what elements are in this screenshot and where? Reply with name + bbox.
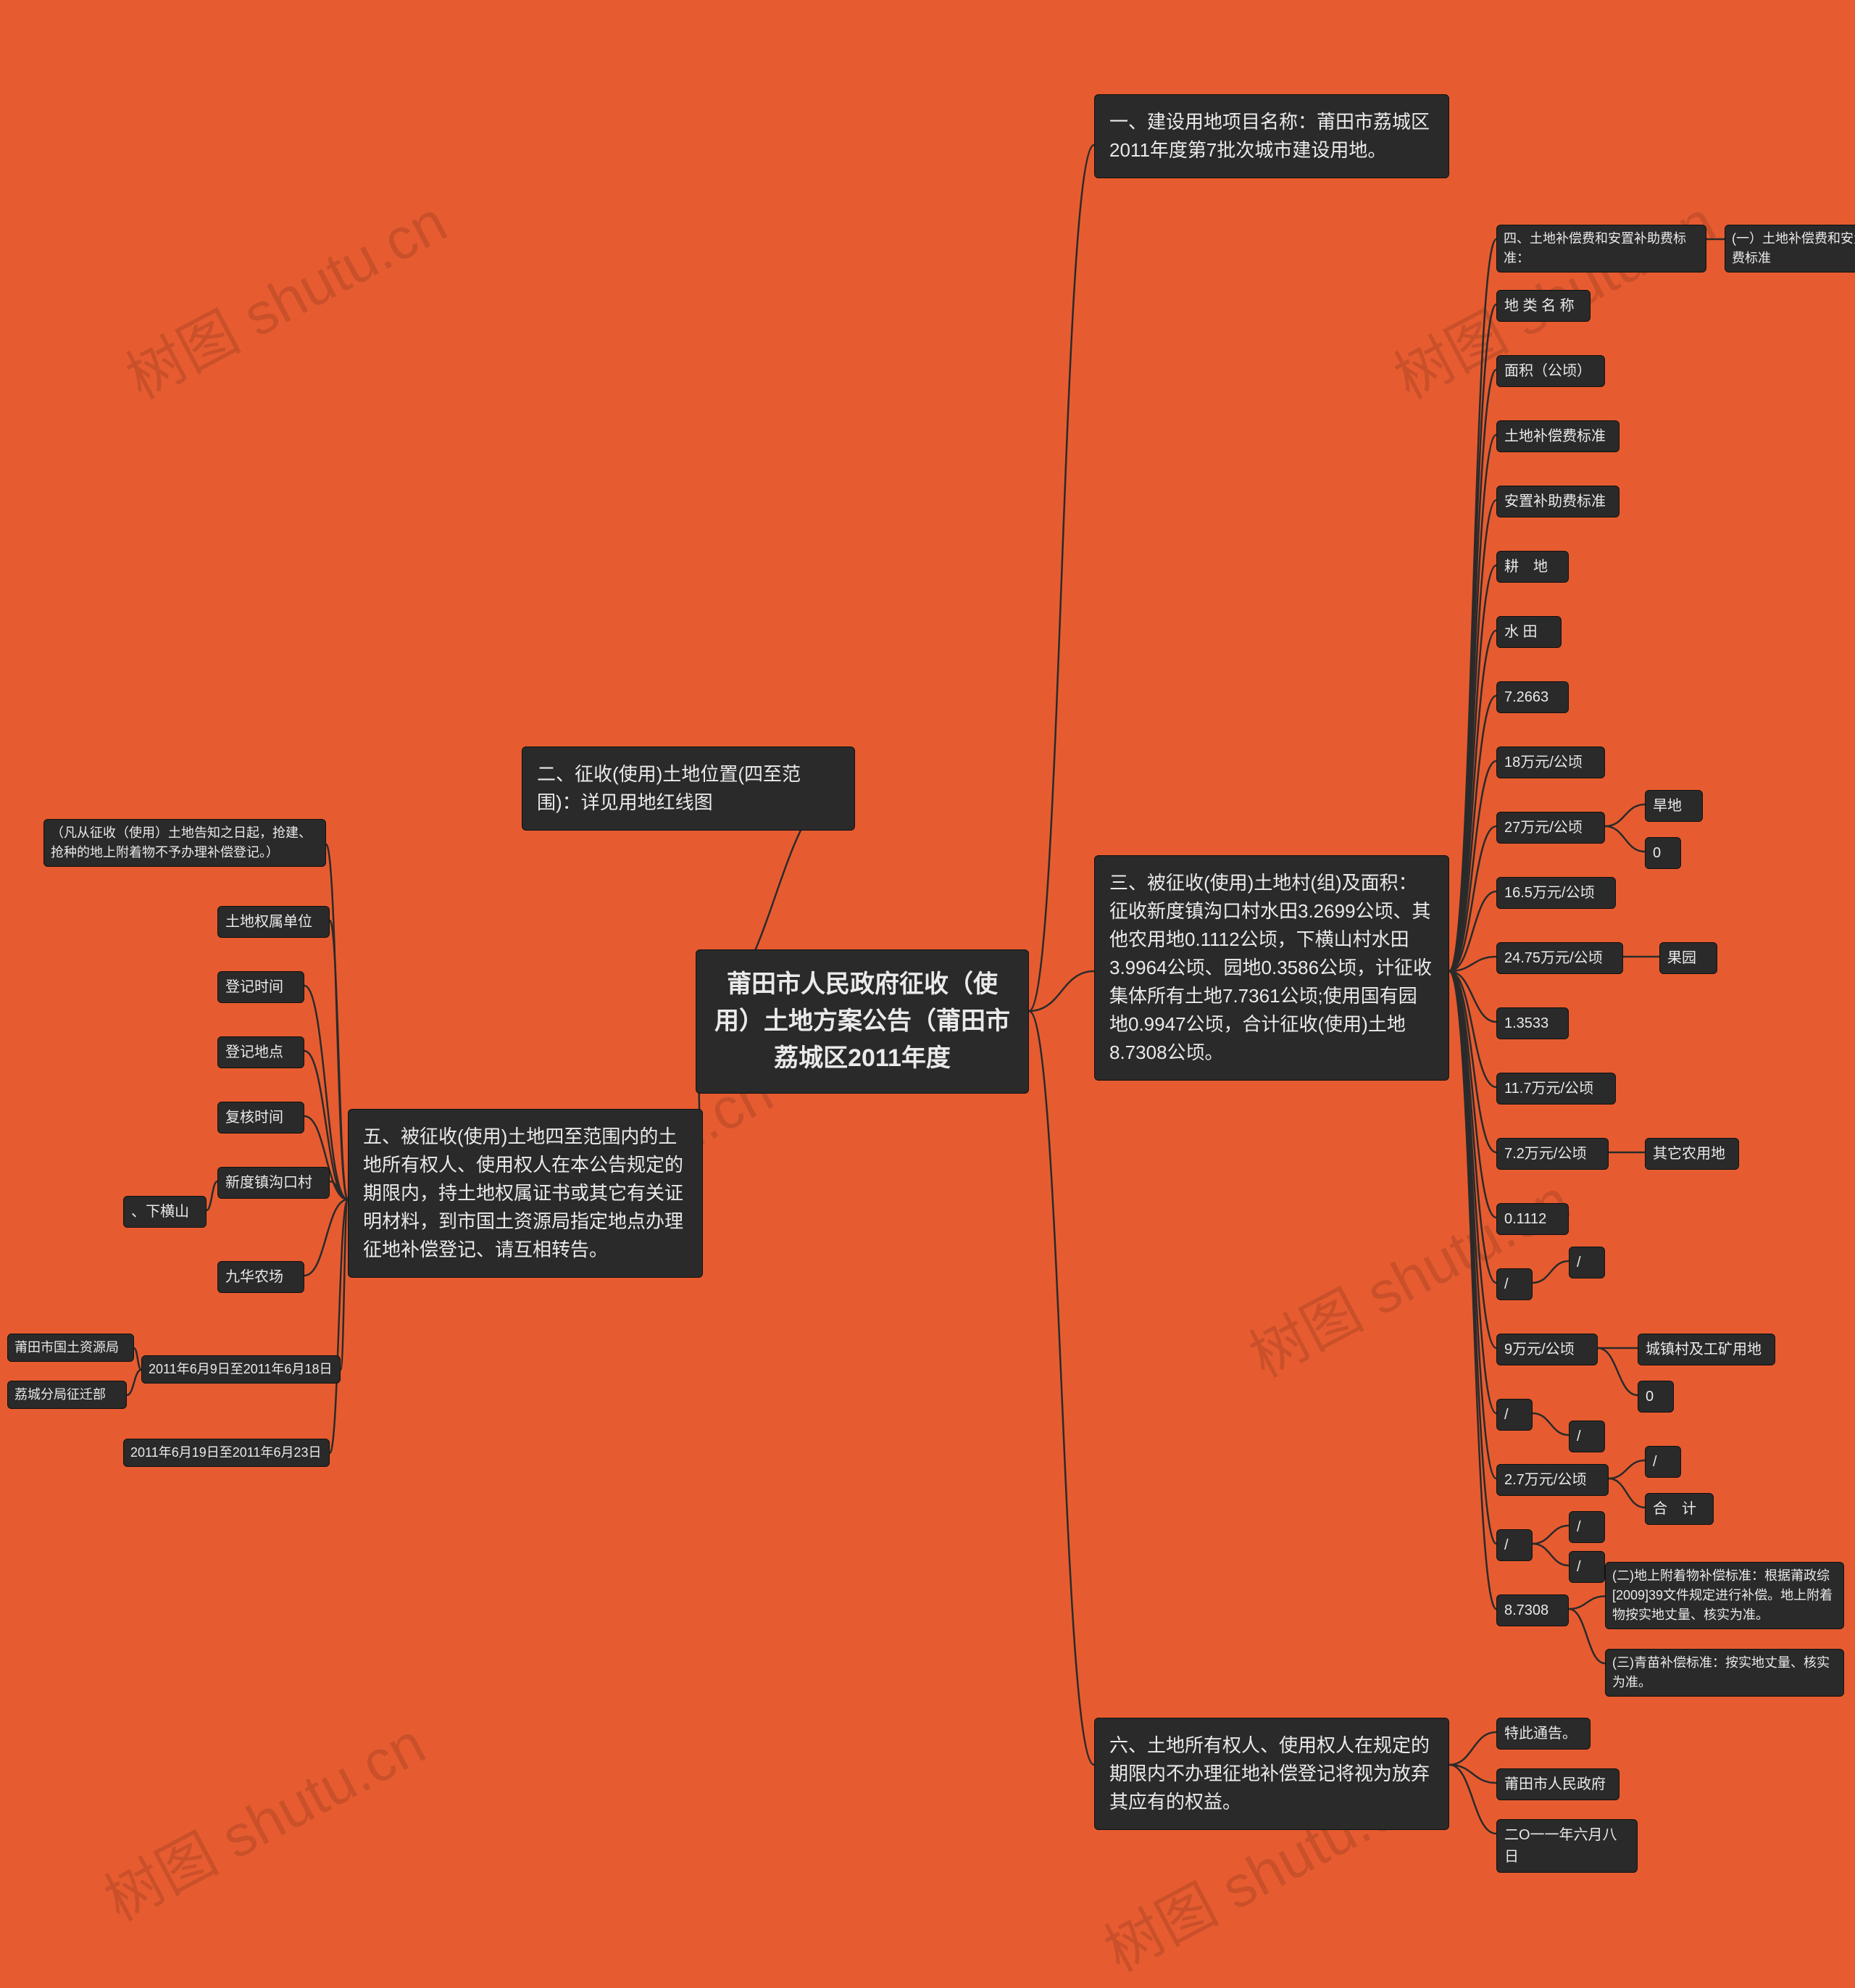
leaf-node[interactable]: 16.5万元/公顷 (1496, 877, 1616, 909)
section-2[interactable]: 二、征收(使用)土地位置(四至范围)：详见用地红线图 (522, 746, 855, 831)
leaf-node[interactable]: 安置补助费标准 (1496, 486, 1620, 517)
watermark: 树图 shutu.cn (109, 176, 459, 415)
leaf-node[interactable]: 土地补偿费标准 (1496, 420, 1620, 452)
watermark: 树图 shutu.cn (88, 1698, 437, 1937)
leaf-node[interactable]: 合 计 (1645, 1493, 1714, 1525)
leaf-node[interactable]: 城镇村及工矿用地 (1638, 1334, 1775, 1365)
leaf-node[interactable]: / (1645, 1446, 1681, 1478)
leaf-node[interactable]: / (1496, 1399, 1533, 1431)
leaf-node[interactable]: 其它农用地 (1645, 1138, 1739, 1170)
section-5[interactable]: 五、被征收(使用)土地四至范围内的土地所有权人、使用权人在本公告规定的期限内，持… (348, 1109, 703, 1278)
leaf-node[interactable]: (二)地上附着物补偿标准：根据莆政综[2009]39文件规定进行补偿。地上附着物… (1605, 1562, 1844, 1629)
leaf-node[interactable]: 7.2663 (1496, 681, 1569, 713)
leaf-node[interactable]: 、下横山 (123, 1196, 207, 1228)
section-3[interactable]: 三、被征收(使用)土地村(组)及面积： 征收新度镇沟口村水田3.2699公顷、其… (1094, 855, 1449, 1081)
leaf-node[interactable]: 登记地点 (217, 1036, 304, 1068)
leaf-node[interactable]: 2.7万元/公顷 (1496, 1464, 1609, 1496)
leaf-node[interactable]: 9万元/公顷 (1496, 1334, 1598, 1365)
leaf-node[interactable]: 登记时间 (217, 971, 304, 1003)
leaf-node[interactable]: 2011年6月9日至2011年6月18日 (141, 1355, 341, 1384)
leaf-node[interactable]: 特此通告。 (1496, 1718, 1591, 1750)
leaf-node[interactable]: / (1569, 1551, 1605, 1583)
section-6[interactable]: 六、土地所有权人、使用权人在规定的期限内不办理征地补偿登记将视为放弃其应有的权益… (1094, 1718, 1449, 1830)
leaf-node[interactable]: 7.2万元/公顷 (1496, 1138, 1609, 1170)
leaf-node[interactable]: （凡从征收（使用）土地告知之日起，抢建、抢种的地上附着物不予办理补偿登记。） (43, 819, 326, 867)
leaf-node[interactable]: 0 (1645, 837, 1681, 869)
section-1[interactable]: 一、建设用地项目名称：莆田市荔城区2011年度第7批次城市建设用地。 (1094, 94, 1449, 178)
leaf-node[interactable]: 四、土地补偿费和安置补助费标准： (1496, 225, 1706, 273)
leaf-node[interactable]: 果园 (1659, 942, 1717, 974)
leaf-node[interactable]: 27万元/公顷 (1496, 812, 1605, 844)
leaf-node[interactable]: (三)青苗补偿标准：按实地丈量、核实为准。 (1605, 1649, 1844, 1697)
leaf-node[interactable]: 二O一一年六月八日 (1496, 1819, 1638, 1873)
leaf-node[interactable]: 地 类 名 称 (1496, 290, 1591, 322)
leaf-node[interactable]: 莆田市人民政府 (1496, 1768, 1620, 1800)
leaf-node[interactable]: 土地权属单位 (217, 906, 330, 938)
leaf-node[interactable]: 旱地 (1645, 790, 1703, 822)
leaf-node[interactable]: / (1569, 1421, 1605, 1452)
leaf-node[interactable]: 1.3533 (1496, 1007, 1569, 1039)
leaf-node[interactable]: 11.7万元/公顷 (1496, 1073, 1616, 1105)
leaf-node[interactable]: 新度镇沟口村 (217, 1167, 330, 1199)
leaf-node[interactable]: / (1569, 1247, 1605, 1278)
leaf-node[interactable]: 18万元/公顷 (1496, 746, 1605, 778)
leaf-node[interactable]: 荔城分局征迁部 (7, 1381, 127, 1409)
leaf-node[interactable]: 面积（公顷） (1496, 355, 1605, 387)
leaf-node[interactable]: 24.75万元/公顷 (1496, 942, 1623, 974)
leaf-node[interactable]: 复核时间 (217, 1102, 304, 1134)
leaf-node[interactable]: 0.1112 (1496, 1203, 1569, 1235)
leaf-node[interactable]: 2011年6月19日至2011年6月23日 (123, 1439, 330, 1467)
leaf-node[interactable]: 水 田 (1496, 616, 1562, 648)
root-node[interactable]: 莆田市人民政府征收（使用）土地方案公告（莆田市荔城区2011年度 (696, 949, 1029, 1094)
leaf-node[interactable]: 0 (1638, 1381, 1674, 1413)
leaf-node[interactable]: 8.7308 (1496, 1594, 1569, 1626)
leaf-node[interactable]: / (1569, 1511, 1605, 1543)
leaf-node[interactable]: 耕 地 (1496, 551, 1569, 583)
leaf-node[interactable]: / (1496, 1268, 1533, 1300)
leaf-node[interactable]: / (1496, 1529, 1533, 1561)
leaf-node[interactable]: (一）土地补偿费和安置补助费标准 (1725, 225, 1855, 273)
leaf-node[interactable]: 九华农场 (217, 1261, 304, 1293)
leaf-node[interactable]: 莆田市国土资源局 (7, 1334, 134, 1362)
